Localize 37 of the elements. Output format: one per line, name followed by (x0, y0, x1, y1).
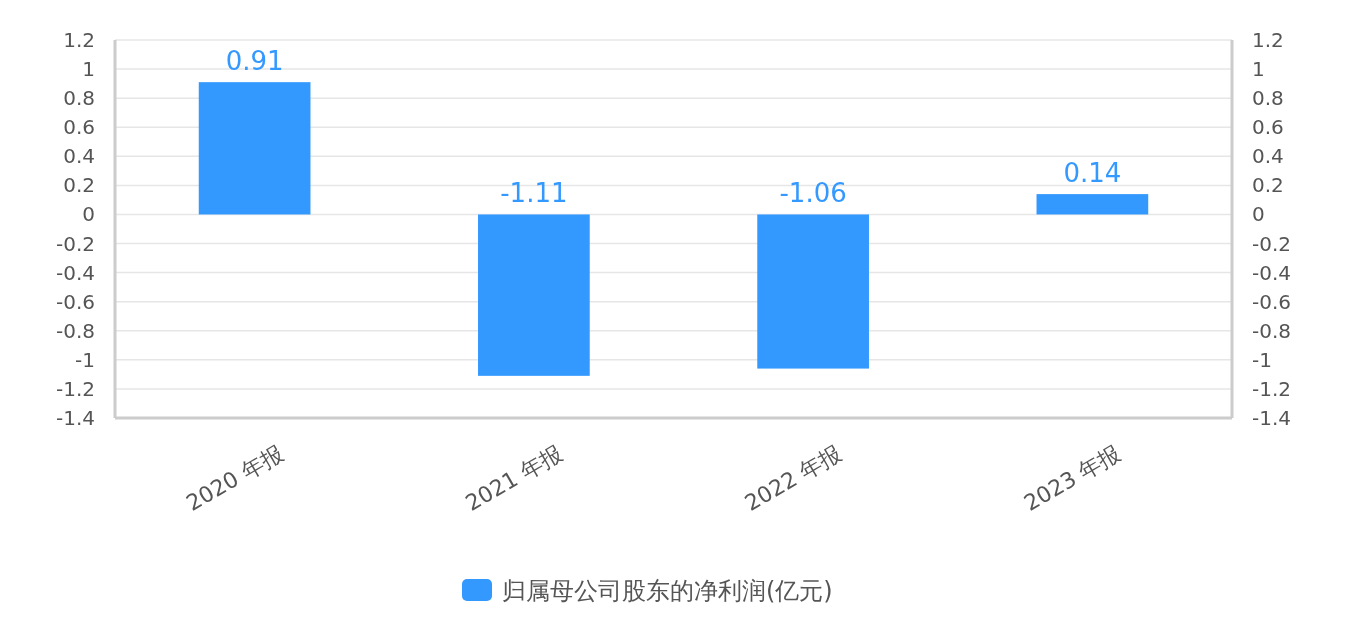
y-tick-label: -1 (75, 347, 95, 372)
y-tick-label: -0.2 (55, 231, 95, 256)
y-tick-label: 0.2 (63, 173, 95, 198)
y-tick-label: -1.4 (55, 406, 95, 430)
y-tick-label: -0.8 (55, 318, 95, 343)
y2-tick-label: 0.8 (1252, 86, 1284, 111)
y2-tick-label: 1 (1252, 57, 1265, 82)
bar (1036, 194, 1149, 215)
y2-tick-label: 0 (1252, 202, 1265, 227)
bar (198, 82, 311, 215)
y2-tick-label: -0.6 (1252, 289, 1292, 314)
data-label: -1.11 (500, 178, 568, 209)
data-label: 0.14 (1063, 158, 1122, 189)
y-tick-label: 0.4 (63, 144, 95, 169)
bar (757, 214, 869, 369)
y-tick-label: 1 (82, 57, 95, 82)
y-tick-label: 0.8 (63, 86, 95, 111)
y-tick-label: 0.6 (63, 115, 95, 140)
data-label: -1.06 (779, 178, 847, 209)
y-tick-label: -1.2 (55, 376, 95, 401)
y-tick-label: 1.2 (63, 28, 95, 52)
y2-tick-label: 0.4 (1252, 144, 1284, 169)
y2-tick-label: -1.4 (1252, 406, 1292, 430)
y-tick-label: 0 (82, 202, 95, 227)
y-tick-label: -0.6 (55, 289, 95, 314)
y2-tick-label: -1.2 (1252, 376, 1292, 401)
y2-tick-label: 0.6 (1252, 115, 1284, 140)
y2-tick-label: -0.4 (1252, 260, 1292, 285)
legend: 归属母公司股东的净利润(亿元) (462, 577, 833, 605)
y2-tick-label: -0.2 (1252, 231, 1292, 256)
y2-tick-label: 0.2 (1252, 173, 1284, 198)
data-label: 0.91 (225, 46, 284, 77)
bar (478, 214, 590, 376)
y2-tick-label: 1.2 (1252, 28, 1284, 52)
y2-tick-label: -1 (1252, 347, 1272, 372)
y-tick-label: -0.4 (55, 260, 95, 285)
y2-tick-label: -0.8 (1252, 318, 1292, 343)
